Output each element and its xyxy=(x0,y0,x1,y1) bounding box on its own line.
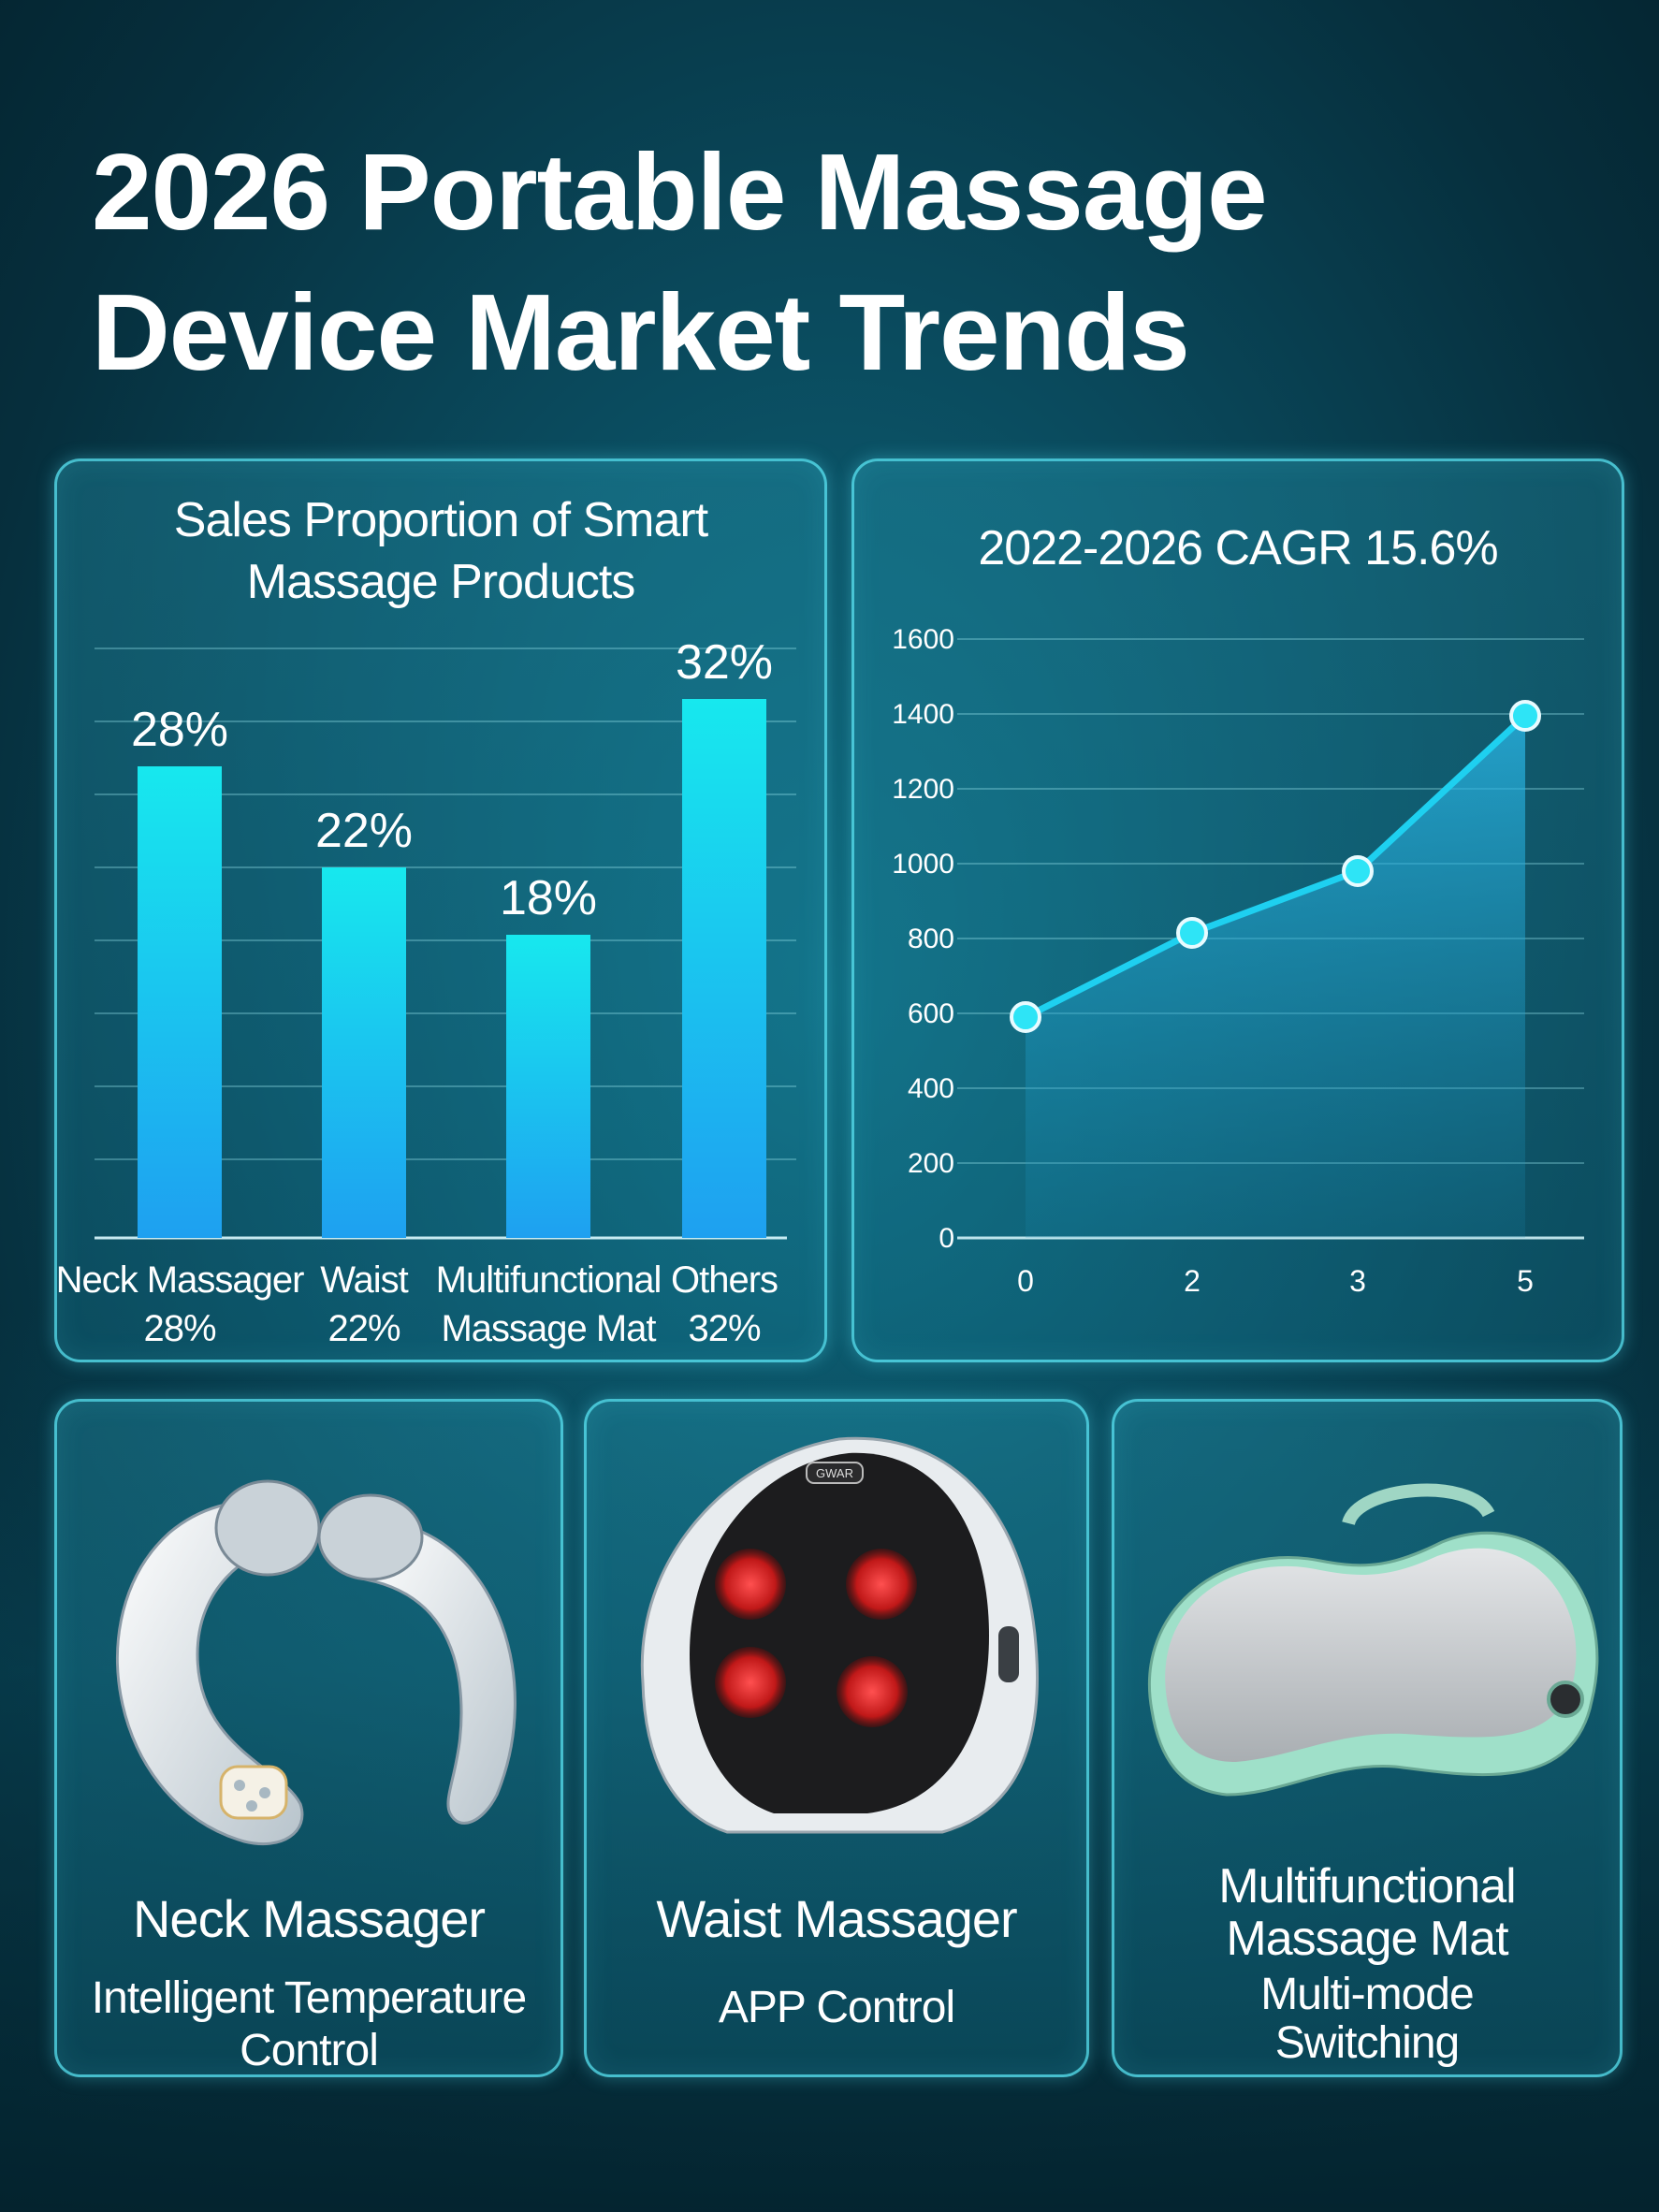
card-mat-feature-line-2: Switching xyxy=(1274,2018,1460,2068)
bar-2 xyxy=(322,867,406,1238)
card-neck-feature: Intelligent Temperature Control xyxy=(57,1972,560,2077)
y-tick-label: 600 xyxy=(908,998,954,1029)
bar-category-label: Neck Massager xyxy=(56,1259,305,1301)
waist-massager-brand-badge: GWAR xyxy=(816,1466,853,1480)
page-title-line-2: Device Market Trends xyxy=(92,271,1190,393)
page-title-line-1: 2026 Portable Massage xyxy=(92,131,1268,253)
bar-chart-title: Sales Proportion of Smart Massage Produc… xyxy=(57,489,824,613)
card-mat-name: Multifunctional Massage Mat xyxy=(1114,1860,1620,1965)
card-neck-feature-line-1: Intelligent Temperature xyxy=(91,1973,527,2023)
y-tick-label: 0 xyxy=(939,1223,954,1254)
bar-chart-panel: Sales Proportion of Smart Massage Produc… xyxy=(54,458,827,1362)
x-tick-label: 5 xyxy=(1517,1264,1534,1298)
card-neck-name: Neck Massager xyxy=(132,1889,486,1948)
y-tick-label: 1200 xyxy=(892,774,954,805)
data-point-marker xyxy=(1010,1001,1041,1033)
page-title: 2026 Portable Massage Device Market Tren… xyxy=(92,122,1589,402)
bar-data-label: 32% xyxy=(676,635,773,690)
data-point-marker xyxy=(1509,700,1541,732)
massage-mat-icon xyxy=(1148,1483,1599,1797)
bar-1 xyxy=(138,766,222,1238)
bar-category-label: 32% xyxy=(688,1308,760,1349)
bar-category-label: Waist xyxy=(320,1259,408,1301)
bar-category-label: Others xyxy=(671,1259,778,1301)
bar-category-label: Multifunctional xyxy=(436,1259,662,1301)
series-line xyxy=(1024,713,1528,1021)
bar-chart-title-line-2: Massage Products xyxy=(246,555,636,609)
neck-massager-icon xyxy=(116,1479,517,1846)
product-card-neck-massager[interactable]: Neck Massager Intelligent Temperature Co… xyxy=(54,1399,563,2077)
bar-data-label: 28% xyxy=(131,703,228,757)
line-chart-title: 2022-2026 CAGR 15.6% xyxy=(978,521,1498,575)
card-waist-feature: APP Control xyxy=(718,1983,955,2032)
bar-4 xyxy=(682,699,766,1238)
x-tick-label: 2 xyxy=(1184,1264,1201,1298)
x-tick-label: 0 xyxy=(1017,1264,1034,1298)
bar-data-label: 18% xyxy=(500,871,597,925)
card-mat-name-line-2: Massage Mat xyxy=(1226,1912,1508,1966)
y-tick-label: 400 xyxy=(908,1073,954,1104)
product-card-waist-massager[interactable]: GWAR Waist Massager APP Control xyxy=(584,1399,1089,2077)
y-tick-label: 800 xyxy=(908,924,954,954)
y-tick-label: 1600 xyxy=(892,624,954,655)
bar-chart: 28% 22% 18% 32% Neck Massager 28% Waist 22% Mul… xyxy=(56,635,796,1349)
bar-chart-title-line-1: Sales Proportion of Smart xyxy=(173,493,708,547)
bar-category-label: Massage Mat xyxy=(441,1308,656,1349)
product-card-massage-mat[interactable]: Multifunctional Massage Mat Multi-mode S… xyxy=(1112,1399,1623,2077)
data-point-marker xyxy=(1176,917,1208,949)
x-tick-label: 3 xyxy=(1349,1264,1366,1298)
bar-category-label: 28% xyxy=(143,1308,215,1349)
bar-3 xyxy=(506,935,590,1238)
y-tick-label: 1400 xyxy=(892,699,954,730)
data-point-marker xyxy=(1342,855,1374,887)
line-chart-panel: 2022-2026 CAGR 15.6% 0 200 400 600 800 1000 12… xyxy=(851,458,1624,1362)
bar-category-label: 22% xyxy=(327,1308,400,1349)
area-fill xyxy=(1026,716,1525,1238)
card-mat-feature-line-1: Multi-mode xyxy=(1260,1970,1474,2019)
card-waist-name: Waist Massager xyxy=(656,1889,1017,1948)
bar-data-label: 22% xyxy=(315,804,413,858)
card-mat-feature: Multi-mode Switching xyxy=(1114,1971,1620,2068)
y-tick-label: 200 xyxy=(908,1148,954,1179)
waist-massager-icon: GWAR xyxy=(640,1436,1039,1834)
card-mat-name-line-1: Multifunctional xyxy=(1218,1859,1516,1914)
y-tick-label: 1000 xyxy=(892,849,954,880)
card-neck-feature-line-2: Control xyxy=(240,2026,379,2075)
line-chart: 0 200 400 600 800 1000 1200 1400 1600 0 2 3 5 xyxy=(892,624,1584,1298)
